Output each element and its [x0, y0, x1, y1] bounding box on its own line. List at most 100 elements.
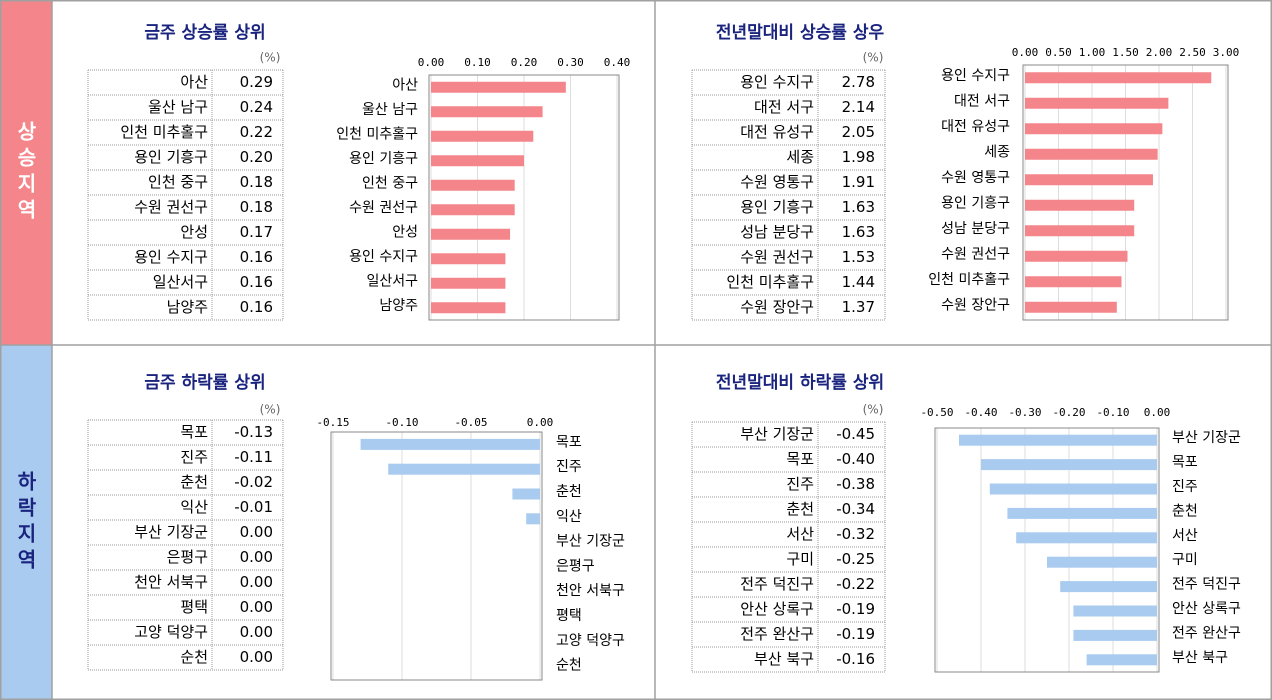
- table-name: 대전 유성구: [740, 123, 814, 141]
- bar: [431, 228, 511, 240]
- table-name: 목포: [786, 450, 814, 468]
- table-name: 대전 서구: [754, 98, 814, 116]
- x-tick-label: 0.00: [1144, 406, 1171, 419]
- bar: [1060, 581, 1157, 593]
- bar: [1025, 301, 1117, 313]
- x-tick-label: 0.30: [557, 56, 584, 69]
- table-value: 0.16: [240, 248, 273, 266]
- x-tick-label: 0.10: [464, 56, 491, 69]
- bar: [526, 513, 540, 525]
- y-category-label: 순천: [556, 658, 582, 674]
- table-value: 0.20: [240, 148, 273, 166]
- plot-frame: [1022, 64, 1229, 321]
- table-name: 용인 기흥구: [740, 198, 814, 216]
- table-name: 부산 북구: [754, 650, 814, 668]
- table-name: 전주 덕진구: [740, 575, 814, 593]
- y-category-label: 부산 기장군: [1172, 430, 1241, 446]
- side-label: 하락지역: [13, 470, 38, 575]
- bar: [1025, 225, 1135, 237]
- x-tick-label: -0.40: [964, 406, 997, 419]
- panel-title: 전년말대비 하락률 상위: [716, 372, 884, 393]
- y-category-label: 안산 상록구: [1172, 601, 1241, 617]
- unit-label: (%): [863, 51, 884, 65]
- table-value: 2.14: [842, 98, 875, 116]
- table-value: 0.22: [240, 123, 273, 141]
- y-category-label: 성남 분당구: [941, 221, 1010, 237]
- x-tick-label: -0.20: [1052, 406, 1085, 419]
- bar: [388, 463, 540, 475]
- x-tick-label: -0.05: [454, 416, 487, 429]
- bar: [1047, 556, 1157, 568]
- x-tick-label: 0.00: [1012, 46, 1039, 59]
- table-name: 전주 완산구: [740, 625, 814, 643]
- bar: [431, 179, 515, 191]
- y-category-label: 용인 기흥구: [941, 195, 1010, 211]
- y-category-label: 인천 중구: [362, 175, 418, 191]
- plot-frame: [428, 74, 620, 321]
- y-category-label: 인천 미추홀구: [336, 126, 418, 142]
- y-category-label: 용인 수지구: [349, 249, 418, 265]
- panel-title: 금주 상승률 상위: [144, 23, 265, 43]
- table-name: 평택: [180, 598, 208, 616]
- side-panel: 상승지역: [0, 0, 52, 345]
- table-value: -0.25: [836, 550, 875, 568]
- y-category-label: 용인 수지구: [941, 68, 1010, 84]
- y-category-label: 울산 남구: [362, 102, 418, 118]
- table-name: 수원 권선구: [134, 198, 208, 216]
- table-value: 0.00: [240, 648, 273, 666]
- table-value: -0.13: [234, 423, 273, 441]
- bar: [431, 106, 543, 118]
- table-name: 부산 기장군: [134, 523, 208, 541]
- bar: [1016, 532, 1157, 544]
- bar: [1025, 97, 1169, 109]
- table-name: 성남 분당구: [740, 223, 814, 241]
- table-value: 0.00: [240, 523, 273, 541]
- table-value: 0.17: [240, 223, 273, 241]
- table-name: 세종: [786, 148, 814, 166]
- table-name: 진주: [180, 448, 208, 466]
- x-tick-label: 0.50: [1045, 46, 1072, 59]
- y-category-label: 춘천: [1172, 503, 1198, 519]
- y-category-label: 목포: [556, 434, 582, 450]
- table-value: 1.98: [842, 148, 875, 166]
- table-value: 2.05: [842, 123, 875, 141]
- table-value: -0.34: [836, 500, 875, 518]
- bar: [1025, 72, 1212, 84]
- bar: [1025, 148, 1158, 160]
- table-name: 인천 중구: [148, 173, 208, 191]
- table-name: 수원 권선구: [740, 248, 814, 266]
- table-name: 고양 덕양구: [134, 623, 208, 641]
- table-name: 용인 수지구: [740, 73, 814, 91]
- bar: [1025, 174, 1153, 186]
- bar: [981, 459, 1157, 471]
- y-category-label: 안성: [392, 224, 418, 240]
- x-tick-label: 2.50: [1179, 46, 1206, 59]
- plot-frame: [934, 427, 1160, 673]
- y-category-label: 진주: [1172, 479, 1198, 495]
- table-name: 안성: [180, 223, 208, 241]
- table-name: 목포: [180, 423, 208, 441]
- bar: [959, 434, 1157, 446]
- table-name: 순천: [180, 648, 208, 666]
- table-value: 1.44: [842, 273, 875, 291]
- bar: [431, 204, 515, 216]
- table-value: 1.63: [842, 223, 875, 241]
- y-category-label: 목포: [1172, 455, 1198, 471]
- bar: [512, 488, 540, 500]
- bar: [1073, 605, 1157, 617]
- table-value: -0.22: [836, 575, 875, 593]
- table-value: 0.24: [240, 98, 273, 116]
- y-category-label: 춘천: [556, 484, 582, 500]
- bar: [431, 302, 506, 314]
- table-value: -0.32: [836, 525, 875, 543]
- y-category-label: 전주 완산구: [1172, 625, 1241, 641]
- unit-label: (%): [260, 403, 281, 417]
- table-name: 수원 영통구: [740, 173, 814, 191]
- bar: [431, 81, 566, 93]
- y-category-label: 세종: [984, 144, 1010, 160]
- y-category-label: 수원 권선구: [349, 200, 418, 216]
- table-name: 부산 기장군: [740, 425, 814, 443]
- table-name: 인천 미추홀구: [726, 273, 814, 291]
